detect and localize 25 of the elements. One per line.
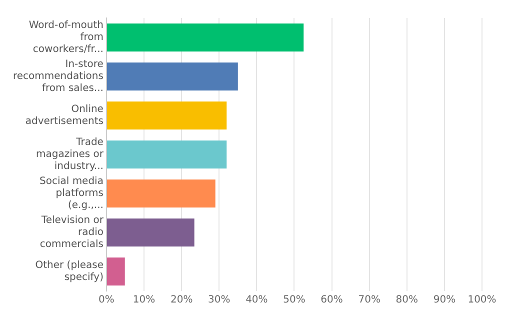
x-tick-label: 50% — [283, 294, 306, 306]
y-tick-label: In-store recommendations from sales... — [12, 59, 104, 94]
x-tick-label: 10% — [132, 294, 156, 306]
x-tick-label: 0% — [98, 294, 114, 306]
bar — [106, 62, 238, 91]
bar — [106, 179, 216, 208]
x-tick-label: 70% — [358, 294, 380, 306]
y-tick-label: Online advertisements — [25, 104, 104, 128]
x-tick-label: 100% — [468, 294, 496, 306]
bar — [106, 218, 194, 247]
x-tick-label: 60% — [320, 294, 343, 306]
x-tick-label: 90% — [433, 294, 456, 306]
bar — [106, 257, 125, 286]
bar — [106, 23, 304, 52]
y-tick-label: Television or radio commercials — [40, 215, 104, 250]
x-tick-label: 30% — [208, 294, 230, 306]
bar — [106, 140, 227, 169]
x-tick-label: 80% — [396, 294, 418, 306]
y-tick-label: Word-of-mouth from coworkers/fr... — [28, 20, 104, 56]
bar — [106, 101, 227, 130]
y-tick-label: Trade magazines or industry... — [36, 137, 104, 172]
y-tick-label: Social media platforms (e.g.,... — [39, 176, 104, 212]
y-tick-label: Other (please specify) — [35, 260, 104, 284]
x-tick-label: 40% — [246, 294, 268, 306]
x-tick-label: 20% — [170, 294, 193, 306]
